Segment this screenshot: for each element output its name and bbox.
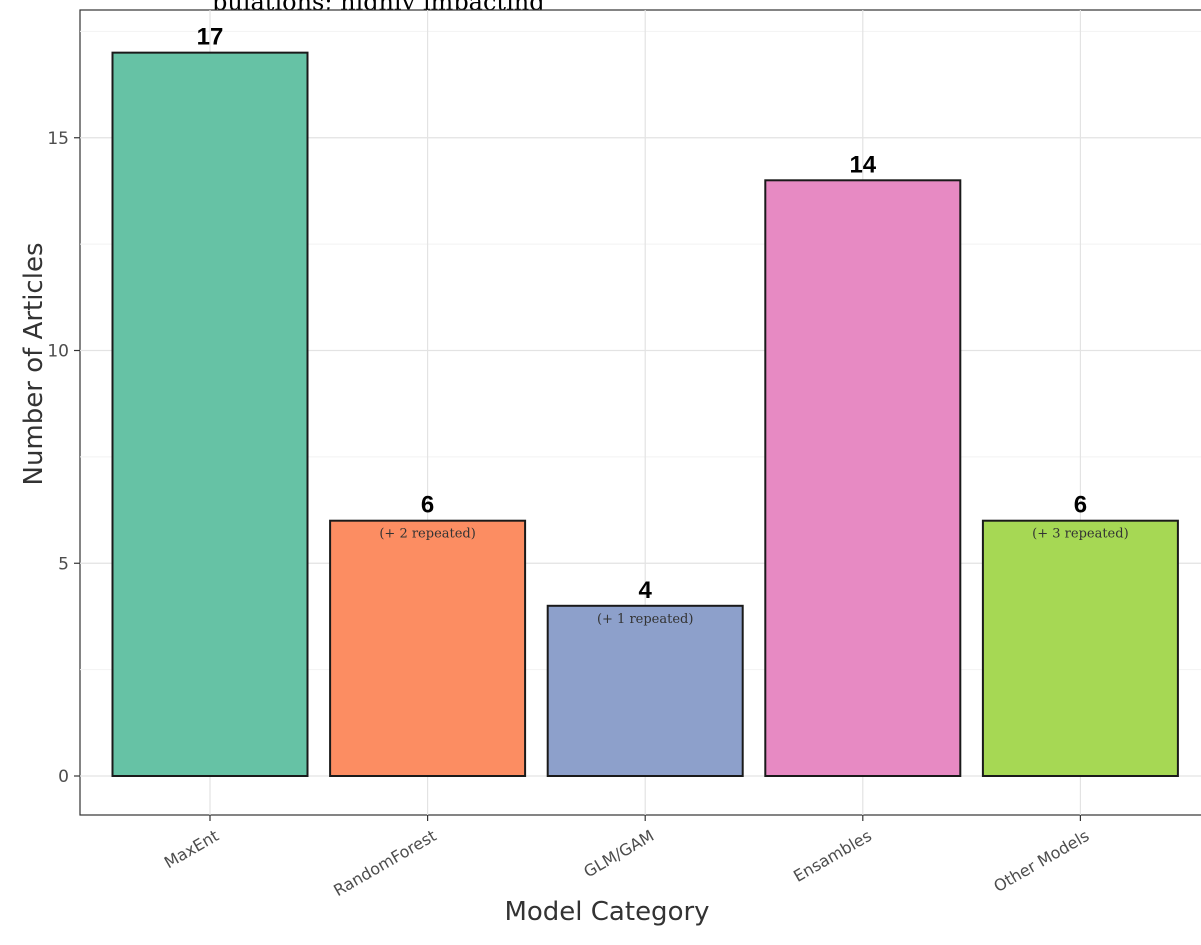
bar-maxent	[111, 51, 309, 777]
value-label: 14	[849, 151, 876, 178]
y-tick-label: 5	[58, 554, 69, 574]
y-tick-label: 15	[47, 129, 69, 149]
bar-glm-gam	[546, 604, 744, 777]
value-label: 17	[197, 24, 224, 51]
bar-ensambles	[764, 179, 962, 778]
x-axis-title: Model Category	[504, 897, 709, 927]
y-axis: 0 5 10 15	[47, 129, 80, 787]
y-tick-label: 0	[58, 767, 69, 787]
bars	[111, 51, 1179, 778]
repeated-note: (+ 1 repeated)	[597, 612, 693, 627]
x-tick-label: GLM/GAM	[580, 826, 657, 881]
x-tick-label: Other Models	[990, 826, 1092, 896]
y-axis-title: Number of Articles	[19, 243, 49, 486]
bar-other-models	[981, 519, 1179, 778]
value-labels: 17 6 (+ 2 repeated) 4 (+ 1 repeated) 14 6 (+ 3 …	[197, 24, 1129, 627]
value-label: 4	[639, 577, 653, 604]
x-tick-label: MaxEnt	[161, 826, 222, 872]
value-label: 6	[421, 492, 434, 519]
bar-randomforest	[329, 519, 527, 778]
repeated-note: (+ 3 repeated)	[1032, 527, 1128, 542]
value-label: 6	[1074, 492, 1087, 519]
x-tick-label: RandomForest	[330, 826, 439, 900]
y-tick-label: 10	[47, 342, 69, 362]
x-axis: MaxEnt RandomForest GLM/GAM Ensambles Other …	[161, 815, 1092, 900]
repeated-note: (+ 2 repeated)	[379, 527, 475, 542]
x-tick-label: Ensambles	[790, 826, 875, 886]
